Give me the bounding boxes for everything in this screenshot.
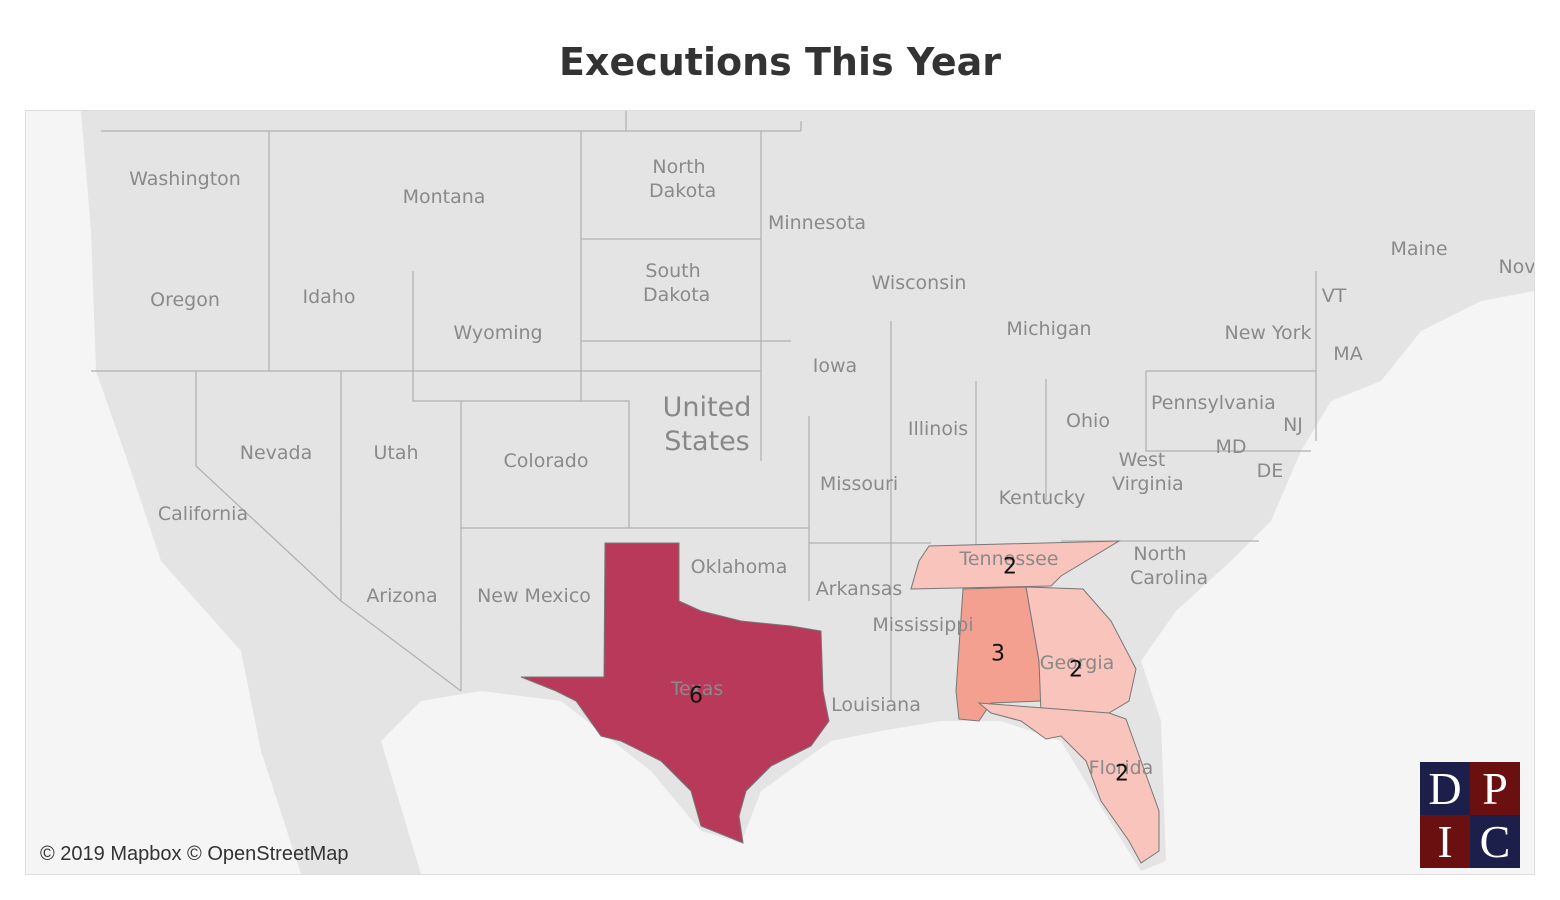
state-label: VT (1321, 285, 1347, 307)
map: Washington Montana North Dakota Minnesota Or… (25, 110, 1535, 875)
state-label: New Mexico (477, 585, 591, 607)
state-label: North Dakota (649, 156, 717, 202)
land (81, 111, 1534, 874)
state-label: Pennsylvania (1151, 392, 1276, 414)
value-label: 2 (1003, 554, 1017, 580)
map-title: Executions This Year (558, 40, 1002, 84)
state-label: Texas (670, 678, 724, 700)
state-label: Tennessee (959, 548, 1059, 570)
state-label: Montana (402, 186, 486, 208)
shaded-state (520, 542, 830, 844)
state-label: Iowa (812, 355, 858, 377)
value-label: 2 (1069, 657, 1083, 683)
state-label: Nov (1498, 256, 1535, 278)
state-label: Oklahoma (690, 556, 788, 578)
country-label: United States (662, 392, 752, 457)
state-label: Mississippi (872, 614, 974, 636)
state-label: Florida (1088, 757, 1154, 779)
state-label: MA (1333, 343, 1363, 365)
state-label: Oregon (150, 289, 220, 311)
state-label: Nevada (239, 442, 313, 464)
state-label: MD (1215, 436, 1247, 458)
value-label: 3 (991, 641, 1005, 667)
state-label: Ohio (1066, 410, 1110, 432)
value-label: 2 (1115, 761, 1129, 787)
shaded-states (520, 540, 1160, 864)
map-canvas (81, 111, 1534, 874)
state-borders (91, 111, 1317, 701)
state-label: California (157, 503, 249, 525)
value-label: 6 (689, 683, 703, 709)
state-label: DE (1256, 460, 1284, 482)
state-label: Maine (1390, 238, 1448, 260)
state-label: Louisiana (831, 694, 921, 716)
logo-letter: P (1470, 762, 1520, 815)
logo-letter: C (1470, 815, 1520, 868)
state-label: Washington (129, 168, 241, 190)
shaded-state (910, 540, 1121, 590)
logo-letter: I (1420, 815, 1470, 868)
state-label: Arizona (366, 585, 438, 607)
state-label: Arkansas (815, 578, 903, 600)
state-label: Georgia (1039, 652, 1115, 674)
state-label: West Virginia (1112, 449, 1184, 495)
state-label: Minnesota (767, 212, 867, 234)
state-label: Michigan (1006, 318, 1092, 340)
state-label: Wisconsin (871, 272, 967, 294)
logo: D P I C (1420, 762, 1520, 868)
state-label: Illinois (907, 418, 969, 440)
state-label: Missouri (819, 473, 899, 495)
state-label: Kentucky (998, 487, 1086, 509)
state-label: Utah (373, 442, 419, 464)
state-label: Idaho (302, 286, 356, 308)
logo-letter: D (1420, 762, 1470, 815)
attribution: © 2019 Mapbox © OpenStreetMap (40, 843, 349, 865)
state-label: Wyoming (453, 322, 543, 344)
state-label: New York (1224, 322, 1312, 344)
state-label: NJ (1283, 414, 1303, 436)
state-label: South Dakota (643, 260, 711, 306)
state-label: Colorado (503, 450, 589, 472)
shaded-state (1025, 586, 1137, 714)
state-label: North Carolina (1130, 543, 1209, 589)
shaded-state (977, 702, 1160, 864)
